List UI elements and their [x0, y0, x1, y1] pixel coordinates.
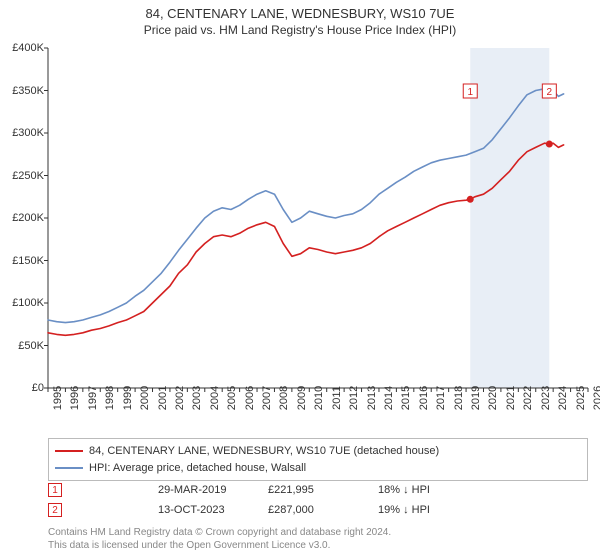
x-tick-label: 2026 [592, 386, 600, 410]
x-tick-label: 2003 [191, 386, 203, 410]
x-tick-label: 2000 [139, 386, 151, 410]
x-tick-label: 2024 [557, 386, 569, 410]
sale-marker-icon: 2 [48, 503, 62, 517]
x-tick-label: 2004 [209, 386, 221, 410]
x-tick-label: 2017 [435, 386, 447, 410]
sale-marker-icon: 1 [48, 483, 62, 497]
legend-swatch [55, 450, 83, 452]
sale-price: £287,000 [268, 504, 358, 516]
footnote-line: This data is licensed under the Open Gov… [48, 539, 588, 552]
x-tick-label: 2015 [400, 386, 412, 410]
y-tick-label: £150K [0, 255, 44, 267]
sale-date: 13-OCT-2023 [158, 504, 248, 516]
x-tick-label: 2009 [296, 386, 308, 410]
y-tick-label: £300K [0, 127, 44, 139]
y-tick-label: £0 [0, 382, 44, 394]
legend-item-hpi: HPI: Average price, detached house, Wals… [55, 460, 581, 477]
sale-row: 1 29-MAR-2019 £221,995 18% ↓ HPI [48, 480, 588, 500]
footnote-line: Contains HM Land Registry data © Crown c… [48, 526, 588, 539]
page-subtitle: Price paid vs. HM Land Registry's House … [0, 21, 600, 37]
chart-svg: 12 [48, 48, 588, 388]
y-tick-label: £400K [0, 42, 44, 54]
sale-delta: 18% ↓ HPI [378, 484, 468, 496]
x-tick-label: 2006 [244, 386, 256, 410]
y-tick-label: £200K [0, 212, 44, 224]
x-tick-label: 2008 [278, 386, 290, 410]
sales-table: 1 29-MAR-2019 £221,995 18% ↓ HPI 2 13-OC… [48, 480, 588, 520]
sale-row: 2 13-OCT-2023 £287,000 19% ↓ HPI [48, 500, 588, 520]
sale-date: 29-MAR-2019 [158, 484, 248, 496]
x-tick-label: 2012 [348, 386, 360, 410]
legend-swatch [55, 467, 83, 469]
x-tick-label: 2016 [418, 386, 430, 410]
x-tick-label: 2002 [174, 386, 186, 410]
sale-delta: 19% ↓ HPI [378, 504, 468, 516]
x-tick-label: 2025 [575, 386, 587, 410]
y-tick-label: £50K [0, 340, 44, 352]
x-tick-label: 2021 [505, 386, 517, 410]
x-tick-label: 1998 [104, 386, 116, 410]
y-tick-label: £250K [0, 170, 44, 182]
x-tick-label: 1996 [69, 386, 81, 410]
x-tick-label: 2005 [226, 386, 238, 410]
legend-label: 84, CENTENARY LANE, WEDNESBURY, WS10 7UE… [89, 443, 439, 460]
x-tick-label: 1995 [52, 386, 64, 410]
x-tick-label: 1999 [122, 386, 134, 410]
y-tick-label: £350K [0, 85, 44, 97]
x-tick-label: 2022 [522, 386, 534, 410]
svg-text:1: 1 [467, 87, 473, 98]
x-tick-label: 2014 [383, 386, 395, 410]
x-tick-label: 2020 [487, 386, 499, 410]
y-tick-label: £100K [0, 297, 44, 309]
chart-area: 12 £0£50K£100K£150K£200K£250K£300K£350K£… [48, 48, 588, 388]
x-tick-label: 2018 [453, 386, 465, 410]
x-tick-label: 2001 [157, 386, 169, 410]
x-tick-label: 2010 [313, 386, 325, 410]
legend: 84, CENTENARY LANE, WEDNESBURY, WS10 7UE… [48, 438, 588, 481]
svg-text:2: 2 [547, 87, 553, 98]
x-tick-label: 2019 [470, 386, 482, 410]
legend-item-property: 84, CENTENARY LANE, WEDNESBURY, WS10 7UE… [55, 443, 581, 460]
page-title: 84, CENTENARY LANE, WEDNESBURY, WS10 7UE [0, 0, 600, 21]
x-tick-label: 1997 [87, 386, 99, 410]
footnote: Contains HM Land Registry data © Crown c… [48, 526, 588, 552]
x-tick-label: 2011 [331, 386, 343, 410]
x-tick-label: 2013 [366, 386, 378, 410]
sale-price: £221,995 [268, 484, 358, 496]
x-tick-label: 2007 [261, 386, 273, 410]
x-tick-label: 2023 [540, 386, 552, 410]
legend-label: HPI: Average price, detached house, Wals… [89, 460, 306, 477]
